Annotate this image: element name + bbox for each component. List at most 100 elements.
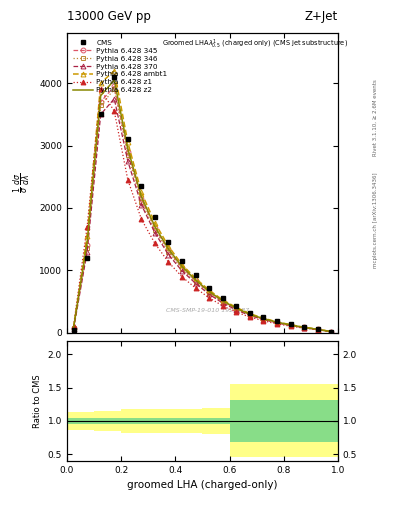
Pythia 6.428 346	[288, 322, 293, 328]
Pythia 6.428 ambt1	[139, 189, 144, 196]
Line: Pythia 6.428 ambt1: Pythia 6.428 ambt1	[71, 68, 334, 334]
Pythia 6.428 z1	[193, 285, 198, 291]
Line: Pythia 6.428 370: Pythia 6.428 370	[71, 96, 334, 334]
Pythia 6.428 345	[261, 316, 266, 322]
Pythia 6.428 ambt1	[193, 275, 198, 282]
Pythia 6.428 370	[180, 268, 184, 274]
Pythia 6.428 345	[166, 247, 171, 253]
Pythia 6.428 346	[71, 325, 76, 331]
Pythia 6.428 345	[302, 325, 307, 331]
Pythia 6.428 z2	[329, 329, 334, 335]
Pythia 6.428 z1	[315, 327, 320, 333]
Pythia 6.428 345	[248, 311, 252, 317]
Pythia 6.428 z1	[71, 323, 76, 329]
Pythia 6.428 346	[315, 327, 320, 333]
Pythia 6.428 z2	[71, 325, 76, 331]
Pythia 6.428 370	[139, 202, 144, 208]
Pythia 6.428 ambt1	[166, 243, 171, 249]
Pythia 6.428 345	[207, 289, 211, 295]
Pythia 6.428 345	[125, 148, 130, 155]
Legend: CMS, Pythia 6.428 345, Pythia 6.428 346, Pythia 6.428 370, Pythia 6.428 ambt1, P: CMS, Pythia 6.428 345, Pythia 6.428 346,…	[73, 40, 167, 93]
Line: CMS: CMS	[71, 75, 334, 334]
Pythia 6.428 346	[125, 152, 130, 158]
Pythia 6.428 345	[234, 306, 239, 312]
Pythia 6.428 z1	[85, 224, 90, 230]
Pythia 6.428 370	[125, 158, 130, 164]
Pythia 6.428 z1	[139, 216, 144, 222]
CMS	[302, 324, 307, 330]
Pythia 6.428 346	[302, 325, 307, 331]
Pythia 6.428 346	[207, 290, 211, 296]
Pythia 6.428 ambt1	[207, 287, 211, 293]
Pythia 6.428 z1	[248, 314, 252, 320]
Pythia 6.428 ambt1	[220, 297, 225, 303]
Pythia 6.428 z2	[315, 326, 320, 332]
Pythia 6.428 z1	[207, 295, 211, 301]
Pythia 6.428 370	[234, 307, 239, 313]
Pythia 6.428 z2	[139, 194, 144, 200]
Pythia 6.428 346	[248, 312, 252, 318]
Pythia 6.428 346	[220, 299, 225, 305]
Pythia 6.428 z1	[166, 259, 171, 265]
Pythia 6.428 z2	[152, 224, 157, 230]
Pythia 6.428 z1	[302, 325, 307, 331]
Pythia 6.428 346	[112, 87, 117, 93]
Pythia 6.428 ambt1	[261, 315, 266, 321]
Pythia 6.428 345	[98, 99, 103, 105]
Pythia 6.428 345	[139, 196, 144, 202]
Pythia 6.428 z1	[261, 318, 266, 324]
CMS	[220, 295, 225, 301]
Y-axis label: Ratio to CMS: Ratio to CMS	[33, 374, 42, 428]
Pythia 6.428 ambt1	[275, 319, 279, 325]
Pythia 6.428 z1	[220, 303, 225, 309]
Pythia 6.428 z1	[234, 309, 239, 315]
Pythia 6.428 z2	[193, 277, 198, 283]
Pythia 6.428 370	[98, 111, 103, 117]
Pythia 6.428 345	[152, 225, 157, 231]
CMS	[139, 183, 144, 189]
Pythia 6.428 345	[329, 329, 334, 335]
CMS	[234, 303, 239, 309]
CMS	[125, 136, 130, 142]
X-axis label: groomed LHA (charged-only): groomed LHA (charged-only)	[127, 480, 277, 490]
Pythia 6.428 346	[139, 199, 144, 205]
Pythia 6.428 346	[152, 227, 157, 233]
Pythia 6.428 ambt1	[288, 322, 293, 328]
Pythia 6.428 346	[166, 249, 171, 255]
Line: Pythia 6.428 z1: Pythia 6.428 z1	[71, 87, 334, 334]
Pythia 6.428 346	[234, 306, 239, 312]
Pythia 6.428 z2	[261, 315, 266, 322]
Pythia 6.428 ambt1	[329, 329, 334, 335]
Pythia 6.428 370	[248, 312, 252, 318]
Pythia 6.428 345	[288, 322, 293, 328]
Line: Pythia 6.428 345: Pythia 6.428 345	[71, 84, 334, 334]
Pythia 6.428 z1	[98, 87, 103, 93]
Pythia 6.428 370	[71, 326, 76, 332]
Pythia 6.428 370	[220, 300, 225, 306]
Pythia 6.428 ambt1	[302, 324, 307, 330]
Pythia 6.428 345	[220, 298, 225, 305]
Pythia 6.428 z2	[125, 145, 130, 152]
Pythia 6.428 345	[275, 319, 279, 326]
Line: Pythia 6.428 346: Pythia 6.428 346	[71, 87, 334, 334]
Pythia 6.428 346	[180, 266, 184, 272]
Text: Groomed LHA$\lambda^{1}_{0.5}$ (charged only) (CMS jet substructure): Groomed LHA$\lambda^{1}_{0.5}$ (charged …	[162, 38, 348, 51]
Pythia 6.428 370	[288, 323, 293, 329]
Pythia 6.428 ambt1	[180, 262, 184, 268]
Pythia 6.428 z2	[166, 246, 171, 252]
Pythia 6.428 345	[315, 326, 320, 332]
Pythia 6.428 345	[71, 325, 76, 331]
Text: CMS-SMP-19-010 1920187: CMS-SMP-19-010 1920187	[166, 308, 250, 313]
Pythia 6.428 z2	[207, 288, 211, 294]
CMS	[315, 326, 320, 332]
Pythia 6.428 z2	[220, 298, 225, 304]
Pythia 6.428 z1	[275, 321, 279, 327]
Pythia 6.428 345	[193, 278, 198, 284]
CMS	[98, 111, 103, 117]
Pythia 6.428 370	[329, 329, 334, 335]
CMS	[180, 258, 184, 264]
Pythia 6.428 z2	[248, 311, 252, 317]
Pythia 6.428 ambt1	[112, 68, 117, 74]
Pythia 6.428 370	[152, 230, 157, 236]
Pythia 6.428 ambt1	[125, 139, 130, 145]
